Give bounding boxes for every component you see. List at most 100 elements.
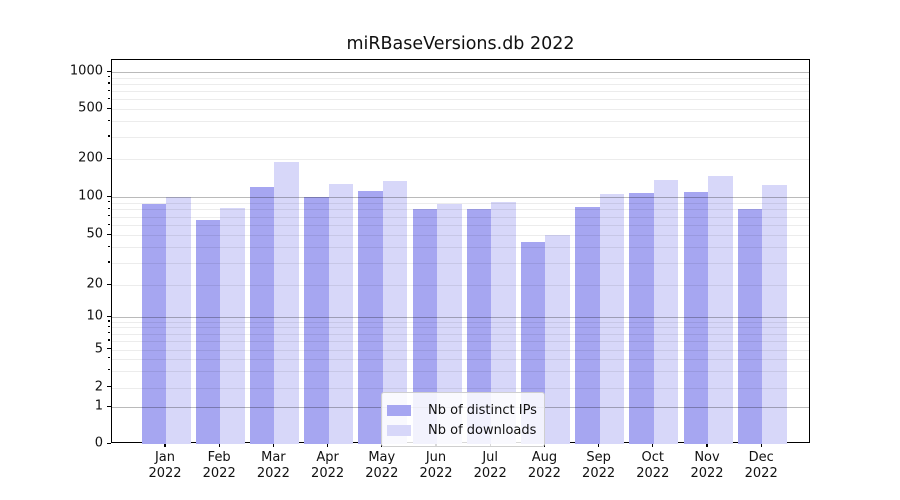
minor-gridline: [112, 99, 809, 101]
x-tick-label-jul: Jul 2022: [473, 450, 507, 481]
y-tick-label: 5: [94, 341, 103, 356]
minor-gridline: [112, 327, 809, 329]
y-tick-mark: [106, 386, 111, 388]
y-minor-tick-mark: [108, 325, 111, 328]
minor-gridline: [112, 202, 809, 204]
y-tick-mark: [106, 195, 111, 197]
minor-gridline: [112, 262, 809, 264]
major-gridline: [112, 72, 809, 73]
bar-aug-downloads: [545, 235, 570, 444]
y-tick-mark: [106, 157, 111, 159]
bar-jan-distinct-ips: [141, 204, 166, 444]
y-minor-tick-mark: [108, 369, 111, 371]
minor-gridline: [112, 285, 809, 286]
legend-swatch-icon: [387, 404, 411, 416]
y-minor-tick-mark: [108, 320, 111, 322]
legend-swatch-icon: [387, 424, 411, 436]
minor-gridline: [112, 216, 809, 218]
bar-nov-downloads: [708, 176, 733, 444]
y-minor-tick-mark: [108, 223, 111, 225]
minor-gridline: [112, 349, 809, 351]
x-tick-mark: [218, 443, 220, 447]
y-tick-mark: [106, 70, 111, 72]
y-tick-mark: [106, 315, 111, 317]
bar-oct-downloads: [653, 179, 679, 444]
y-tick-mark: [106, 283, 111, 285]
bar-mar-distinct-ips: [249, 187, 275, 444]
y-minor-tick-mark: [108, 332, 111, 334]
y-tick-mark: [106, 405, 111, 407]
legend-label: Nb of downloads: [428, 422, 537, 438]
minor-gridline: [112, 321, 809, 323]
x-tick-label-nov: Nov 2022: [690, 450, 724, 481]
major-gridline: [112, 197, 809, 198]
x-tick-label-apr: Apr 2022: [311, 450, 345, 481]
minor-gridline: [112, 387, 809, 389]
x-tick-mark: [706, 443, 708, 447]
x-tick-mark: [272, 443, 274, 447]
bar-sep-distinct-ips: [575, 207, 600, 444]
x-tick-label-jun: Jun 2022: [419, 450, 453, 481]
y-minor-tick-mark: [108, 357, 111, 359]
y-minor-tick-mark: [108, 245, 111, 247]
minor-gridline: [112, 247, 809, 249]
chart-title: miRBaseVersions.db 2022: [346, 34, 575, 54]
x-tick-label-mar: Mar 2022: [256, 450, 290, 481]
bar-oct-distinct-ips: [629, 193, 654, 444]
y-tick-label: 50: [86, 226, 103, 242]
legend-entry-downloads: Nb of downloads: [387, 420, 537, 440]
y-minor-tick-mark: [108, 76, 111, 78]
y-tick-label: 200: [78, 150, 103, 166]
major-gridline: [112, 317, 809, 318]
bar-dec-distinct-ips: [737, 209, 763, 444]
y-tick-mark: [106, 442, 111, 444]
bar-nov-distinct-ips: [683, 191, 708, 444]
minor-gridline: [112, 136, 809, 138]
y-tick-mark: [106, 348, 111, 350]
y-minor-tick-mark: [108, 201, 111, 203]
minor-gridline: [112, 91, 809, 93]
y-tick-label: 20: [86, 276, 103, 292]
bar-sep-downloads: [599, 194, 625, 444]
y-tick-label: 1: [94, 398, 103, 414]
y-minor-tick-mark: [108, 261, 111, 263]
y-tick-label: 2: [94, 379, 103, 394]
x-tick-mark: [327, 443, 329, 447]
x-tick-label-dec: Dec 2022: [744, 450, 778, 481]
y-tick-label: 0: [94, 435, 103, 451]
x-tick-mark: [164, 443, 166, 447]
minor-gridline: [112, 235, 809, 236]
y-tick-label: 1000: [69, 63, 103, 79]
minor-gridline: [112, 109, 809, 110]
minor-gridline: [112, 370, 809, 372]
minor-gridline: [112, 159, 809, 160]
bar-feb-downloads: [220, 207, 245, 444]
y-tick-label: 10: [86, 308, 103, 324]
legend-label: Nb of distinct IPs: [428, 402, 537, 418]
plot-area: [111, 59, 810, 444]
bar-mar-downloads: [274, 161, 299, 444]
legend-entry-distinct-ips: Nb of distinct IPs: [387, 400, 537, 420]
x-tick-label-oct: Oct 2022: [636, 450, 670, 481]
minor-gridline: [112, 209, 809, 211]
minor-gridline: [112, 340, 809, 342]
y-minor-tick-mark: [108, 82, 111, 84]
minor-gridline: [112, 225, 809, 226]
bar-jan-downloads: [166, 197, 191, 444]
minor-gridline: [112, 358, 809, 360]
y-minor-tick-mark: [108, 135, 111, 137]
y-minor-tick-mark: [108, 89, 111, 91]
minor-gridline: [112, 333, 809, 335]
bar-feb-distinct-ips: [195, 219, 221, 444]
minor-gridline: [112, 83, 809, 85]
y-minor-tick-mark: [108, 339, 111, 341]
y-minor-tick-mark: [108, 97, 111, 99]
legend: Nb of distinct IPs Nb of downloads: [381, 392, 545, 447]
bar-may-distinct-ips: [358, 190, 383, 444]
minor-gridline: [112, 121, 809, 123]
y-minor-tick-mark: [108, 119, 111, 121]
y-tick-mark: [106, 107, 111, 109]
minor-gridline: [112, 77, 809, 79]
x-tick-mark: [652, 443, 654, 447]
